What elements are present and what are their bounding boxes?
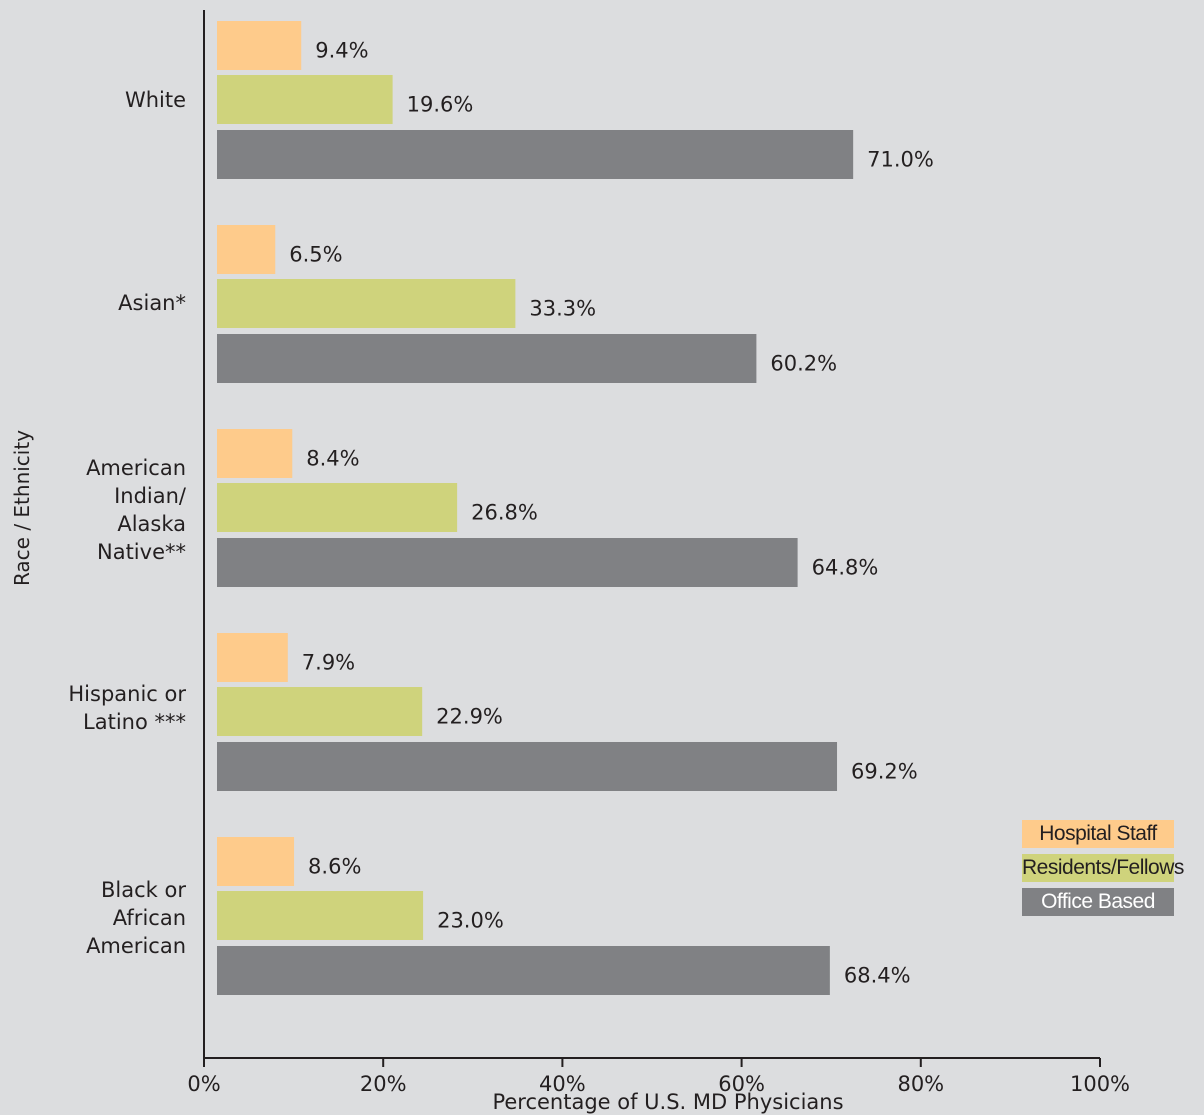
value-label-residents-fellows-2: 26.8% bbox=[471, 501, 538, 525]
value-label-hospital-staff-0: 9.4% bbox=[315, 39, 368, 63]
category-label-black: Black or African American bbox=[86, 878, 186, 958]
bar-hospital-staff-0 bbox=[217, 21, 302, 70]
bar-hospital-staff-3 bbox=[217, 633, 288, 682]
value-label-hospital-staff-4: 8.6% bbox=[308, 855, 361, 879]
x-tick-label-3: 60% bbox=[718, 1072, 765, 1096]
value-label-office-based-3: 69.2% bbox=[851, 760, 918, 784]
bars bbox=[217, 21, 854, 995]
value-label-residents-fellows-4: 23.0% bbox=[437, 909, 504, 933]
value-label-hospital-staff-3: 7.9% bbox=[302, 651, 355, 675]
x-axis-title: Percentage of U.S. MD Physicians bbox=[492, 1090, 844, 1114]
bar-residents-fellows-1 bbox=[217, 279, 516, 328]
category-label-american-indian: American Indian/ Alaska Native** bbox=[86, 456, 186, 564]
category-label-white: White bbox=[124, 88, 186, 112]
bar-hospital-staff-2 bbox=[217, 429, 293, 478]
legend-item-hospital-staff: Hospital Staff bbox=[1022, 820, 1174, 848]
axes bbox=[203, 10, 1100, 1059]
x-tick-label-4: 80% bbox=[897, 1072, 944, 1096]
bar-hospital-staff-4 bbox=[217, 837, 295, 886]
bar-residents-fellows-4 bbox=[217, 891, 424, 940]
bar-office-based-4 bbox=[217, 946, 830, 995]
legend-item-residents-fellows: Residents/Fellows bbox=[1022, 854, 1184, 882]
value-label-office-based-0: 71.0% bbox=[867, 148, 934, 172]
x-tick-label-0: 0% bbox=[187, 1072, 220, 1096]
value-label-office-based-1: 60.2% bbox=[770, 352, 837, 376]
y-axis-title: Race / Ethnicity bbox=[10, 429, 34, 587]
bar-office-based-0 bbox=[217, 130, 854, 179]
legend: Hospital Staff Residents/Fellows Office … bbox=[1022, 820, 1184, 922]
bar-residents-fellows-0 bbox=[217, 75, 393, 124]
category-label-asian: Asian* bbox=[118, 291, 186, 315]
value-labels: 9.4% 19.6% 71.0% 6.5% 33.3% 60.2% 8.4% 26.8% 64.… bbox=[289, 39, 934, 988]
x-tick-label-2: 40% bbox=[539, 1072, 586, 1096]
value-label-office-based-4: 68.4% bbox=[844, 964, 911, 988]
bar-office-based-1 bbox=[217, 334, 757, 383]
value-label-residents-fellows-0: 19.6% bbox=[407, 93, 474, 117]
bar-office-based-3 bbox=[217, 742, 838, 791]
value-label-hospital-staff-2: 8.4% bbox=[306, 447, 359, 471]
bar-residents-fellows-3 bbox=[217, 687, 423, 736]
bar-office-based-2 bbox=[217, 538, 798, 587]
ticks: 0% 20% 40% 60% 80% 100% bbox=[187, 1058, 1130, 1096]
category-label-hispanic: Hispanic or Latino *** bbox=[68, 682, 186, 734]
value-label-residents-fellows-1: 33.3% bbox=[529, 297, 596, 321]
bar-hospital-staff-1 bbox=[217, 225, 276, 274]
value-label-hospital-staff-1: 6.5% bbox=[289, 243, 342, 267]
value-label-office-based-2: 64.8% bbox=[812, 556, 879, 580]
bar-residents-fellows-2 bbox=[217, 483, 458, 532]
x-tick-label-1: 20% bbox=[360, 1072, 407, 1096]
value-label-residents-fellows-3: 22.9% bbox=[436, 705, 503, 729]
legend-item-office-based: Office Based bbox=[1022, 888, 1174, 916]
x-tick-label-5: 100% bbox=[1070, 1072, 1130, 1096]
